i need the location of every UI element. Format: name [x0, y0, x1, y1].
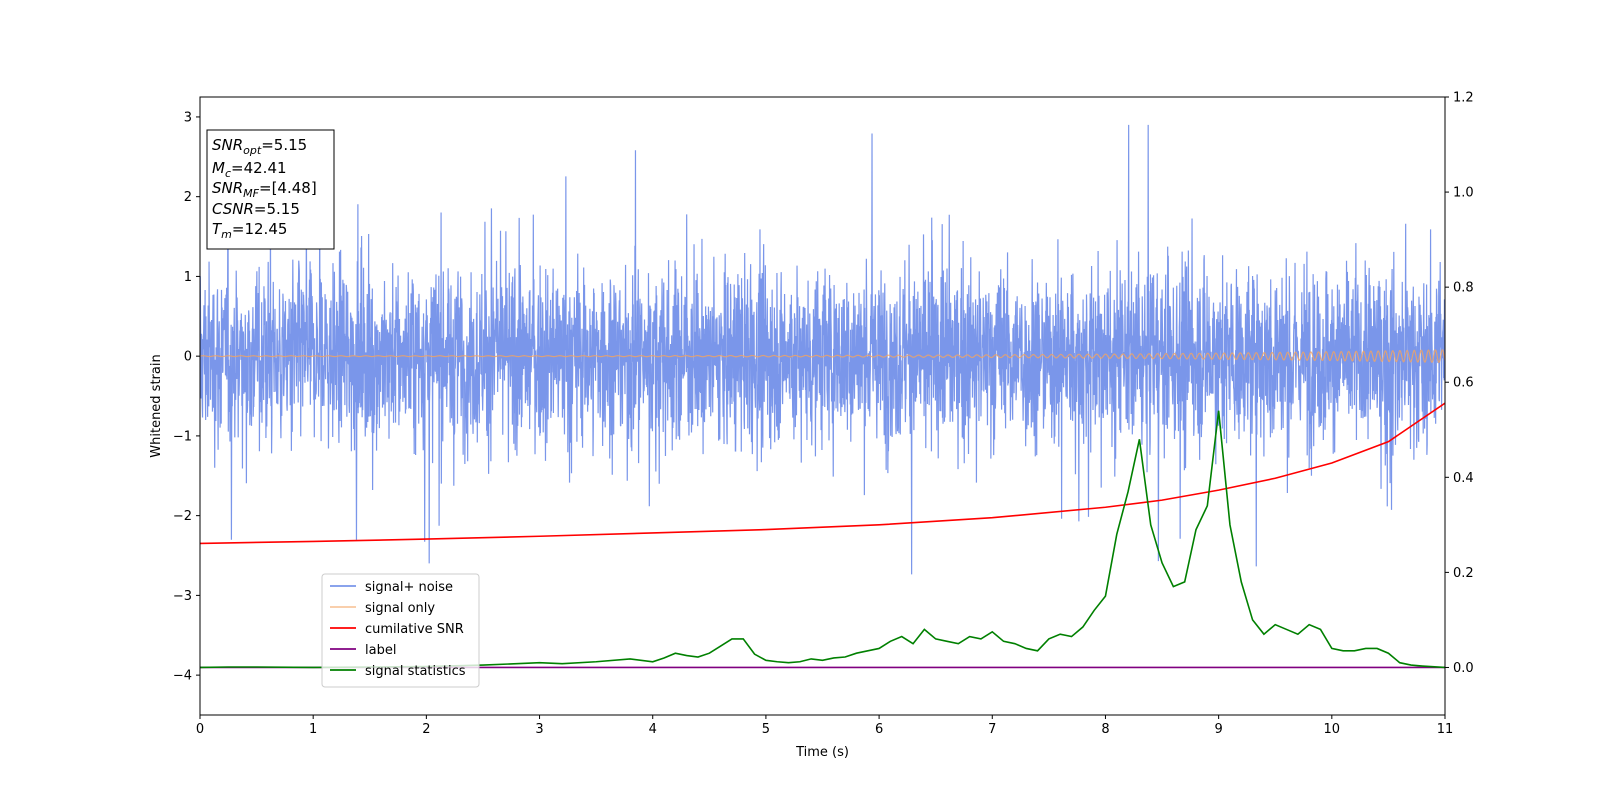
y-right-tick-label: 0.4 — [1453, 471, 1474, 486]
x-tick-label: 10 — [1324, 722, 1341, 737]
annotation-line: CSNR=5.15 — [212, 200, 300, 218]
series-signal-noise-line — [200, 124, 1445, 575]
y-left-tick-label: 1 — [184, 270, 192, 285]
y-left-tick-label: 2 — [184, 190, 192, 205]
legend-entry-label: signal statistics — [365, 664, 466, 679]
x-tick-label: 9 — [1214, 722, 1222, 737]
legend: signal+ noise signal only cumilative SNR la… — [321, 573, 480, 688]
y-right-tick-label: 1.0 — [1453, 186, 1474, 201]
y-left-tick-label: −1 — [173, 429, 192, 444]
series-cumulative-snr-line — [200, 402, 1445, 545]
axes-frame — [199, 96, 1446, 716]
y-left-tick-label: 3 — [184, 110, 192, 125]
legend-entry-label: label — [365, 643, 396, 658]
x-tick-label: 1 — [309, 722, 317, 737]
x-tick-label: 11 — [1437, 722, 1454, 737]
y-axis-label: Whitened strain — [149, 354, 164, 457]
y-right-tick-label: 0.8 — [1453, 281, 1474, 296]
y-right-tick-label: 0.0 — [1453, 661, 1474, 676]
x-tick-label: 6 — [875, 722, 883, 737]
legend-entry-label: signal only — [365, 601, 435, 616]
legend-entry-label: cumilative SNR — [365, 622, 464, 637]
annotation-line: Mc=42.41 — [212, 159, 287, 180]
series-signal-only-line — [200, 349, 1445, 364]
y-right-tick-label: 1.2 — [1453, 91, 1474, 106]
y-left-tick-label: −4 — [173, 669, 192, 684]
x-tick-label: 8 — [1101, 722, 1109, 737]
x-tick-label: 7 — [988, 722, 996, 737]
y-left-tick-label: 0 — [184, 350, 192, 365]
stats-annotation-box: SNRopt=5.15Mc=42.41SNRMF=[4.48]CSNR=5.15… — [206, 129, 335, 250]
axis-ticks: 0 1 2 3 4 5 6 7 8 9 10 11 −4 −3 −2 −1 0 1 2 3 0.0 0.2 0.4 0.6 0.… — [173, 91, 1474, 738]
annotation-line: Tm=12.45 — [212, 220, 287, 241]
series-signal-statistics-line — [200, 410, 1445, 669]
y-left-tick-label: −3 — [173, 589, 192, 604]
annotation-box-border — [206, 129, 335, 250]
x-tick-label: 4 — [649, 722, 657, 737]
x-tick-label: 2 — [422, 722, 430, 737]
legend-box — [321, 573, 480, 688]
legend-entry-label: signal+ noise — [365, 580, 453, 595]
y-left-tick-label: −2 — [173, 509, 192, 524]
y-right-tick-label: 0.2 — [1453, 566, 1474, 581]
x-axis-label: Time (s) — [795, 745, 849, 760]
x-tick-label: 3 — [535, 722, 543, 737]
annotation-line: SNRMF=[4.48] — [212, 179, 317, 200]
y-right-tick-label: 0.6 — [1453, 376, 1474, 391]
x-tick-label: 0 — [196, 722, 204, 737]
annotation-line: SNRopt=5.15 — [212, 136, 307, 157]
x-tick-label: 5 — [762, 722, 770, 737]
